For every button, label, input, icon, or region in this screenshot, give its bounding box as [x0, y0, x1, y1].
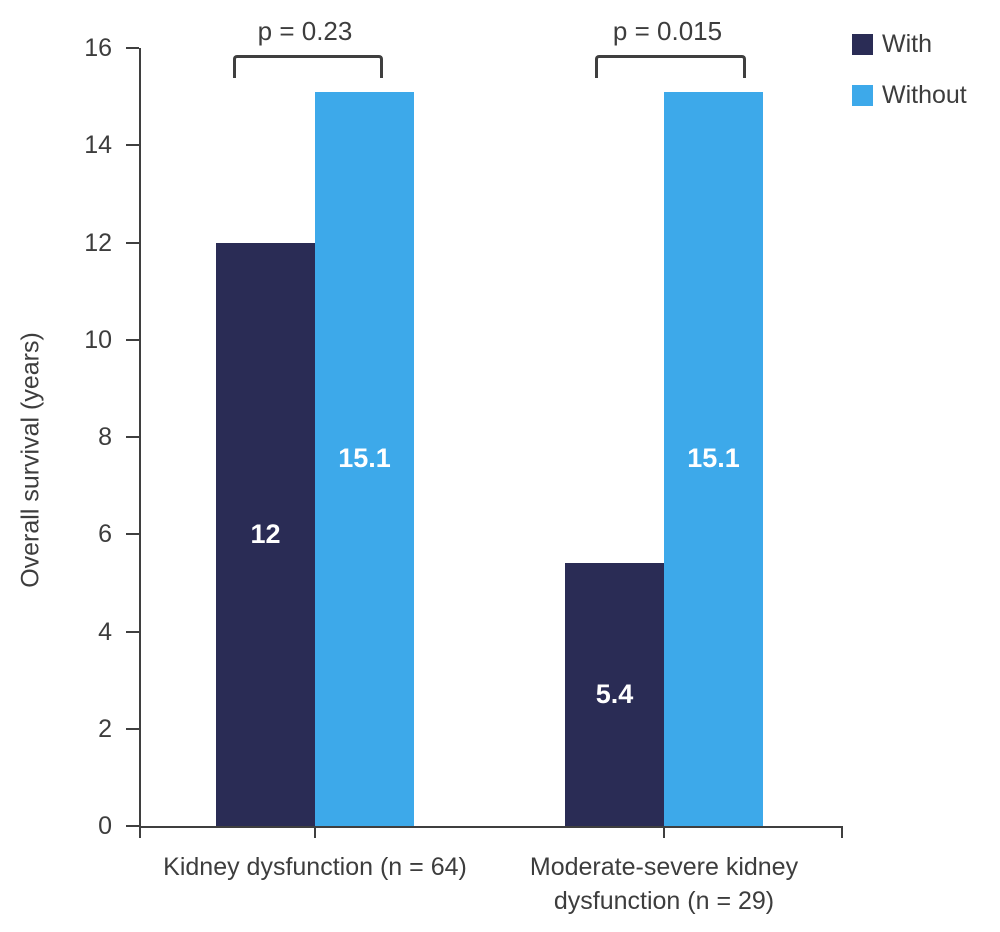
y-tick-label: 4: [98, 617, 112, 646]
bar-with-group1: 12: [216, 242, 315, 826]
x-tick-mark: [841, 826, 843, 838]
significance-bracket: [595, 55, 746, 78]
x-tick-mark: [139, 826, 141, 838]
x-axis-line: [139, 826, 842, 828]
bar-without-group1: 15.1: [315, 91, 414, 826]
x-category-label-1: Kidney dysfunction (n = 64): [163, 853, 467, 881]
y-tick-mark: [126, 338, 139, 341]
y-tick-label: 12: [84, 228, 112, 257]
y-tick-label: 10: [84, 325, 112, 354]
y-tick-label: 16: [84, 34, 112, 62]
y-axis-line: [139, 48, 141, 828]
y-tick-label: 2: [98, 714, 112, 743]
legend-item-without: Without: [852, 80, 967, 109]
bar-value-label: 12: [250, 518, 281, 549]
legend-label-with: With: [882, 29, 932, 58]
y-tick-label: 6: [98, 520, 112, 549]
y-tick-mark: [126, 533, 139, 536]
p-value-label: p = 0.23: [257, 16, 353, 46]
y-tick-label: 8: [98, 423, 112, 451]
significance-bracket: [233, 55, 383, 78]
bar-without-group2: 15.1: [664, 91, 763, 826]
y-axis-title: Overall survival (years): [16, 332, 45, 588]
p-value-label: p = 0.015: [612, 16, 723, 46]
bar-value-label: 15.1: [338, 443, 391, 474]
y-tick-mark: [126, 630, 139, 633]
legend: With Without: [852, 29, 967, 133]
y-tick-mark: [126, 47, 139, 49]
y-tick-mark: [126, 825, 139, 827]
y-tick-mark: [126, 436, 139, 438]
y-tick-mark: [126, 144, 139, 147]
bar-value-label: 5.4: [595, 679, 634, 710]
bar-value-label: 15.1: [687, 443, 740, 474]
y-tick-label: 14: [84, 131, 112, 160]
legend-item-with: With: [852, 29, 967, 58]
y-tick-mark: [126, 727, 139, 730]
x-tick-mark: [314, 826, 316, 838]
legend-label-without: Without: [882, 80, 967, 109]
y-tick-mark: [126, 241, 139, 244]
legend-swatch-without-icon: [852, 84, 873, 106]
bar-with-group2: 5.4: [565, 563, 664, 826]
legend-swatch-with-icon: [852, 33, 873, 55]
x-tick-mark: [663, 826, 665, 838]
y-tick-label: 0: [98, 812, 112, 840]
x-category-label-2: Moderate-severe kidney dysfunction (n = …: [529, 853, 799, 915]
